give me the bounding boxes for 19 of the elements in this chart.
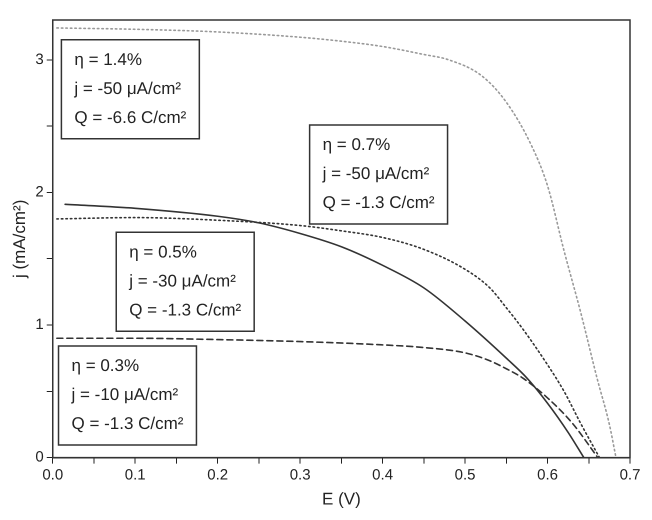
x-tick-label: 0.2 xyxy=(207,466,228,484)
y-axis-title: j (mA/cm²) xyxy=(10,200,29,279)
y-tick-label: 3 xyxy=(35,50,44,68)
x-tick-label: 0.1 xyxy=(124,466,146,484)
x-tick-label: 0.4 xyxy=(372,466,394,484)
y-tick-label: 0 xyxy=(35,448,44,466)
y-tick-label: 1 xyxy=(35,316,44,334)
annotation: η = 0.7% j = -50 μA/cm² Q = -1.3 C/cm² xyxy=(322,135,435,212)
x-axis-title: E (V) xyxy=(322,489,361,508)
annotation: η = 0.5% j = -30 μA/cm² Q = -1.3 C/cm² xyxy=(128,242,242,320)
x-tick-label: 0.5 xyxy=(454,466,476,484)
annotation: η = 1.4% j = -50 μA/cm² Q = -6.6 C/cm² xyxy=(73,50,187,127)
line-series xyxy=(56,27,617,458)
x-tick-label: 0.3 xyxy=(290,466,311,484)
x-tick-label: 0.7 xyxy=(620,466,640,484)
annotation: η = 0.3% j = -10 μA/cm² Q = -1.3 C/cm² xyxy=(70,356,184,434)
y-tick-label: 2 xyxy=(35,184,44,201)
x-tick-label: 0.0 xyxy=(42,466,64,484)
x-tick-label: 0.6 xyxy=(537,466,558,484)
